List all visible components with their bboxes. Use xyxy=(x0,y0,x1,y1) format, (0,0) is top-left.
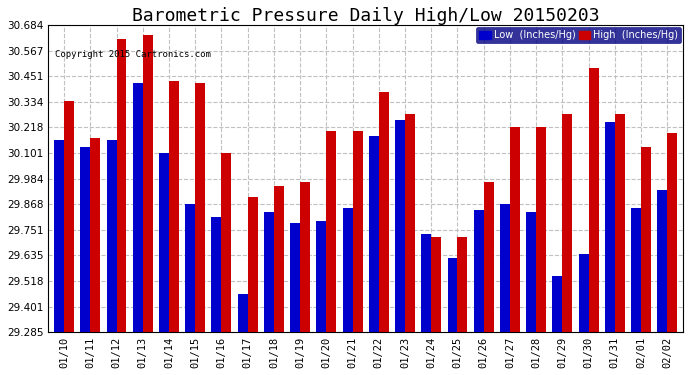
Bar xyxy=(457,237,467,332)
Bar xyxy=(64,100,74,332)
Bar xyxy=(326,131,336,332)
Bar xyxy=(510,127,520,332)
Legend: Low  (Inches/Hg), High  (Inches/Hg): Low (Inches/Hg), High (Inches/Hg) xyxy=(476,27,681,43)
Bar xyxy=(631,208,641,332)
Bar xyxy=(667,134,678,332)
Bar xyxy=(132,83,143,332)
Bar xyxy=(300,182,310,332)
Bar xyxy=(562,114,573,332)
Bar xyxy=(553,276,562,332)
Bar xyxy=(221,153,231,332)
Bar xyxy=(185,204,195,332)
Bar xyxy=(169,81,179,332)
Bar xyxy=(274,186,284,332)
Bar xyxy=(484,182,493,332)
Bar xyxy=(526,212,536,332)
Bar xyxy=(211,217,221,332)
Bar xyxy=(605,123,615,332)
Bar xyxy=(237,294,248,332)
Bar xyxy=(264,212,274,332)
Text: Copyright 2015 Cartronics.com: Copyright 2015 Cartronics.com xyxy=(55,50,210,58)
Bar xyxy=(106,140,117,332)
Bar xyxy=(615,114,625,332)
Bar xyxy=(500,204,510,332)
Bar xyxy=(143,35,152,332)
Bar xyxy=(290,224,300,332)
Bar xyxy=(159,153,169,332)
Bar xyxy=(379,92,388,332)
Bar xyxy=(317,221,326,332)
Title: Barometric Pressure Daily High/Low 20150203: Barometric Pressure Daily High/Low 20150… xyxy=(132,7,600,25)
Bar xyxy=(641,147,651,332)
Bar xyxy=(395,120,405,332)
Bar xyxy=(658,190,667,332)
Bar xyxy=(195,83,205,332)
Bar xyxy=(353,131,362,332)
Bar xyxy=(448,258,457,332)
Bar xyxy=(80,147,90,332)
Bar xyxy=(422,234,431,332)
Bar xyxy=(54,140,64,332)
Bar xyxy=(117,39,126,332)
Bar xyxy=(579,254,589,332)
Bar xyxy=(589,68,599,332)
Bar xyxy=(90,138,100,332)
Bar xyxy=(431,237,441,332)
Bar xyxy=(536,127,546,332)
Bar xyxy=(405,114,415,332)
Bar xyxy=(248,197,257,332)
Bar xyxy=(369,136,379,332)
Bar xyxy=(343,208,353,332)
Bar xyxy=(474,210,484,332)
